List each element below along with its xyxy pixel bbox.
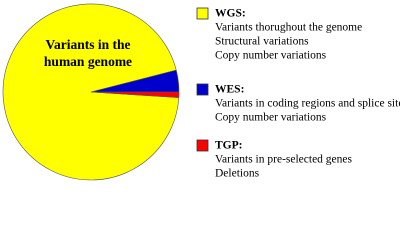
pie-slice <box>2 3 180 181</box>
legend-description: Copy number variations <box>215 50 327 62</box>
legend-description: Variants thorughout the genome <box>215 22 362 34</box>
pie-slice <box>90 91 180 98</box>
legend-description: Variants in coding regions and splice si… <box>215 98 400 110</box>
legend-key: WES: <box>215 84 244 96</box>
pie-label: human genome <box>44 54 132 69</box>
pie: Variants in the human genome <box>2 3 180 181</box>
legend: WGS: Variants thorughout the genome Struct… <box>196 7 400 180</box>
legend-key: WGS: <box>215 8 246 20</box>
pie-label: Variants in the <box>45 37 130 52</box>
chart: Variants in the human genome WGS: Variants… <box>2 3 400 181</box>
legend-swatch <box>196 7 209 20</box>
legend-description: Variants in pre-selected genes <box>215 154 353 166</box>
legend-key: TGP: <box>215 140 242 152</box>
legend-description: Copy number variations <box>215 112 327 124</box>
legend-swatch <box>196 83 209 96</box>
page: {"chart_data": { "type": "pie", "annotat… <box>2 3 400 181</box>
legend-swatch <box>196 139 209 152</box>
legend-description: Structural variations <box>215 36 309 48</box>
legend-description: Deletions <box>215 168 260 180</box>
